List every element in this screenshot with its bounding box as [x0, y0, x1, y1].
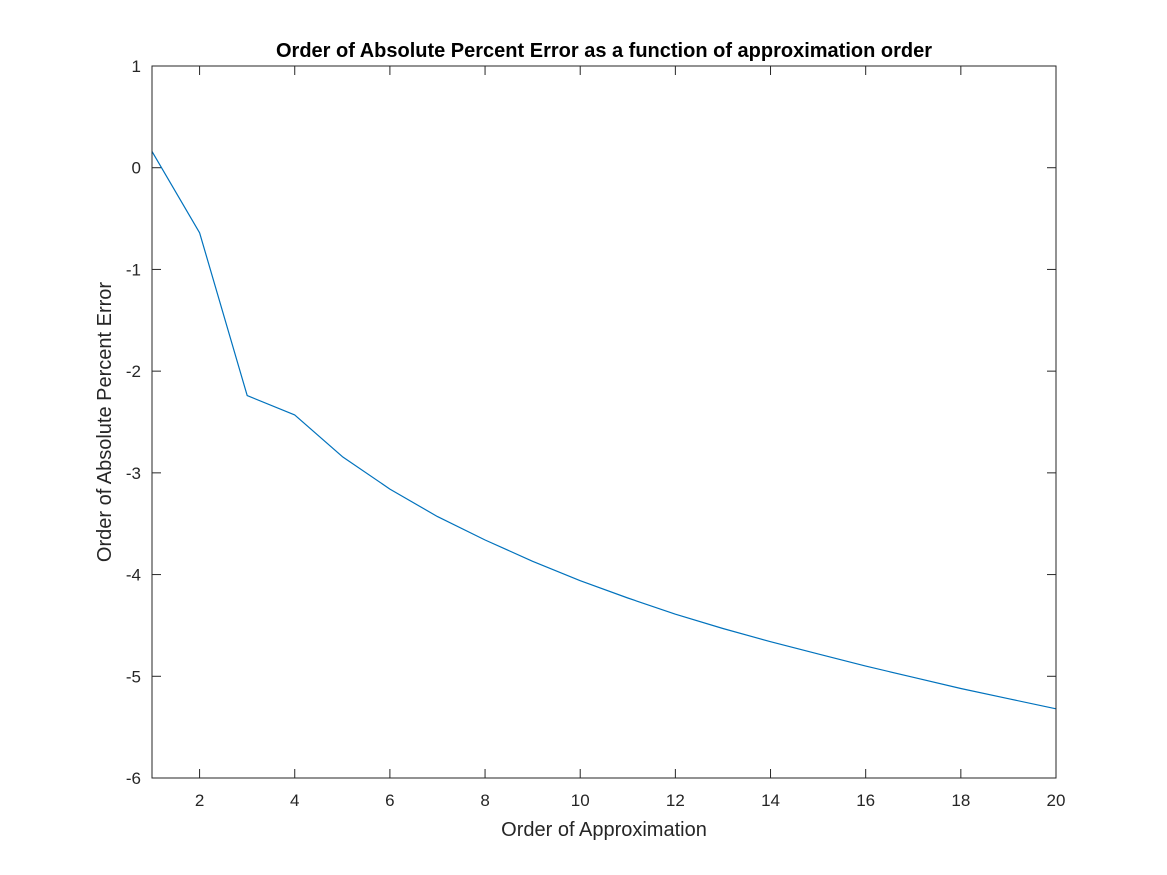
y-tick-label: -2	[126, 362, 141, 381]
x-tick-label: 8	[480, 791, 489, 810]
plot-area	[152, 66, 1056, 778]
ticks-layer: 2 4 6 8 10 12 14 16 18 20 -6 -5 -4 -3 -2 -1 0 1	[126, 57, 1066, 810]
series-layer	[151, 151, 1057, 710]
y-tick-label: -6	[126, 769, 141, 788]
y-tick-label: -1	[126, 260, 141, 279]
y-tick-label: -5	[126, 667, 141, 686]
x-tick-label: 6	[385, 791, 394, 810]
y-tick-label: -3	[126, 464, 141, 483]
x-tick-label: 10	[571, 791, 590, 810]
x-axis-label: Order of Approximation	[501, 819, 707, 841]
x-tick-label: 16	[856, 791, 875, 810]
x-tick-label: 2	[195, 791, 204, 810]
chart-title: Order of Absolute Percent Error as a fun…	[276, 40, 932, 62]
x-tick-label: 18	[951, 791, 970, 810]
series-line	[151, 151, 1057, 710]
y-axis-label: Order of Absolute Percent Error	[94, 282, 116, 562]
x-tick-label: 4	[290, 791, 299, 810]
y-tick-label: 0	[132, 159, 141, 178]
x-tick-label: 20	[1047, 791, 1066, 810]
x-tick-label: 14	[761, 791, 780, 810]
y-tick-label: -4	[126, 566, 141, 585]
x-tick-label: 12	[666, 791, 685, 810]
y-tick-label: 1	[132, 57, 141, 76]
axes-box	[151, 65, 1057, 779]
